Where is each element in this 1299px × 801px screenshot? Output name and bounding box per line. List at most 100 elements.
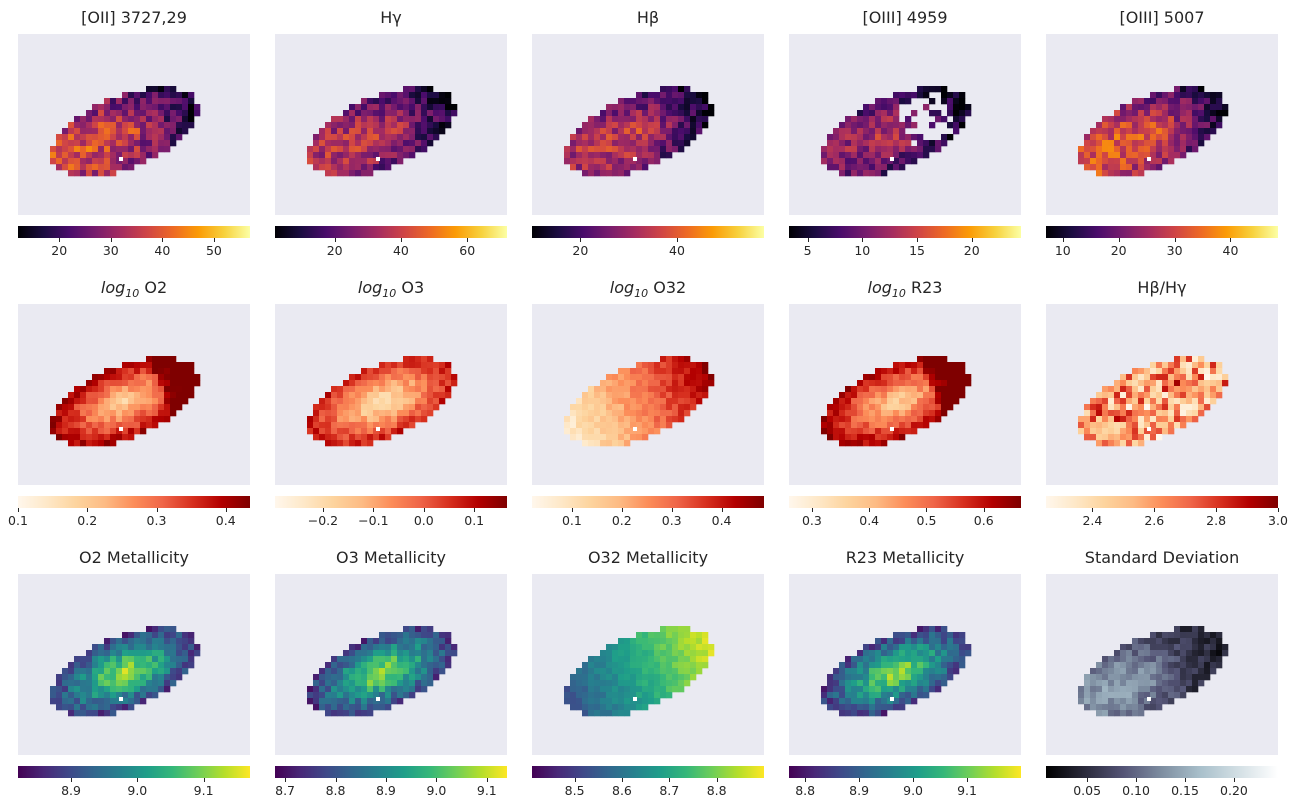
map-pixel <box>343 386 350 393</box>
map-pixel <box>1126 122 1133 129</box>
map-pixel <box>618 110 625 117</box>
map-pixel <box>134 128 141 135</box>
map-pixel <box>1156 644 1163 651</box>
map-pixel <box>923 416 930 423</box>
map-pixel <box>618 434 625 441</box>
map-pixel <box>636 146 643 153</box>
galaxy-map <box>821 86 972 177</box>
map-pixel <box>923 140 930 147</box>
map-pixel <box>415 134 422 141</box>
map-pixel <box>62 668 69 675</box>
map-pixel <box>588 680 595 687</box>
map-pixel <box>839 422 846 429</box>
colorbar-tick-label: 40 <box>392 243 409 258</box>
map-pixel <box>1180 626 1187 633</box>
title-log-prefix: log10 <box>357 278 397 301</box>
map-pixel <box>833 128 840 135</box>
map-pixel <box>827 164 834 171</box>
map-pixel <box>630 668 637 675</box>
map-pixel <box>385 134 392 141</box>
map-pixel <box>68 422 75 429</box>
map-pixel <box>582 164 589 171</box>
map-pixel <box>594 698 601 705</box>
map-pixel <box>391 680 398 687</box>
map-pixel <box>1174 638 1181 645</box>
map-pixel <box>1102 440 1109 447</box>
map-pixel <box>1138 158 1145 165</box>
map-pixel <box>1102 128 1109 135</box>
map-pixel <box>666 146 673 153</box>
map-pixel <box>1108 416 1115 423</box>
map-pixel <box>1192 668 1199 675</box>
heatmap-image <box>275 34 507 215</box>
map-pixel <box>618 650 625 657</box>
map-pixel <box>421 134 428 141</box>
map-pixel <box>373 380 380 387</box>
map-pixel <box>690 674 697 681</box>
map-pixel <box>116 404 123 411</box>
map-pixel <box>140 368 147 375</box>
map-pixel <box>893 98 900 105</box>
map-pixel <box>355 116 362 123</box>
map-pixel <box>170 404 177 411</box>
map-pixel <box>678 398 685 405</box>
map-pixel <box>379 374 386 381</box>
map-pixel <box>654 362 661 369</box>
map-pixel <box>1168 374 1175 381</box>
galaxy-map <box>564 86 715 177</box>
map-pixel <box>146 404 153 411</box>
map-pixel <box>654 686 661 693</box>
map-pixel <box>905 152 912 159</box>
map-pixel <box>702 122 709 129</box>
map-pixel <box>618 158 625 165</box>
map-pixel <box>1114 110 1121 117</box>
map-pixel <box>1138 662 1145 669</box>
map-pixel <box>86 416 93 423</box>
map-pixel <box>445 362 452 369</box>
map-pixel <box>618 164 625 171</box>
map-pixel <box>415 368 422 375</box>
map-pixel <box>1078 422 1085 429</box>
map-pixel <box>1090 422 1097 429</box>
map-pixel <box>361 110 368 117</box>
map-pixel <box>331 440 338 447</box>
map-pixel <box>1132 692 1139 699</box>
map-pixel <box>1174 686 1181 693</box>
map-pixel <box>893 362 900 369</box>
map-pixel <box>1138 380 1145 387</box>
map-pixel <box>1120 650 1127 657</box>
map-pixel <box>1108 692 1115 699</box>
map-pixel <box>1108 158 1115 165</box>
map-pixel <box>1168 686 1175 693</box>
map-pixel <box>1096 662 1103 669</box>
map-pixel <box>439 122 446 129</box>
map-pixel <box>98 680 105 687</box>
map-pixel <box>421 416 428 423</box>
map-pixel <box>122 380 129 387</box>
map-pixel <box>62 398 69 405</box>
map-pixel <box>373 398 380 405</box>
map-pixel <box>68 122 75 129</box>
map-pixel <box>74 434 81 441</box>
map-pixel <box>367 698 374 705</box>
map-pixel <box>110 368 117 375</box>
map-pixel <box>397 152 404 159</box>
map-pixel <box>648 158 655 165</box>
map-pixel <box>594 440 601 447</box>
map-pixel <box>606 434 613 441</box>
map-pixel <box>630 692 637 699</box>
map-pixel <box>164 374 171 381</box>
map-pixel <box>1180 110 1187 117</box>
map-pixel <box>911 122 918 129</box>
map-pixel <box>1126 404 1133 411</box>
map-pixel <box>582 140 589 147</box>
map-pixel <box>176 674 183 681</box>
map-pixel <box>331 692 338 699</box>
map-pixel <box>881 410 888 417</box>
map-pixel <box>397 140 404 147</box>
map-pixel <box>1216 122 1223 129</box>
map-pixel <box>343 650 350 657</box>
map-pixel <box>875 374 882 381</box>
map-pixel <box>397 380 404 387</box>
map-pixel <box>140 638 147 645</box>
